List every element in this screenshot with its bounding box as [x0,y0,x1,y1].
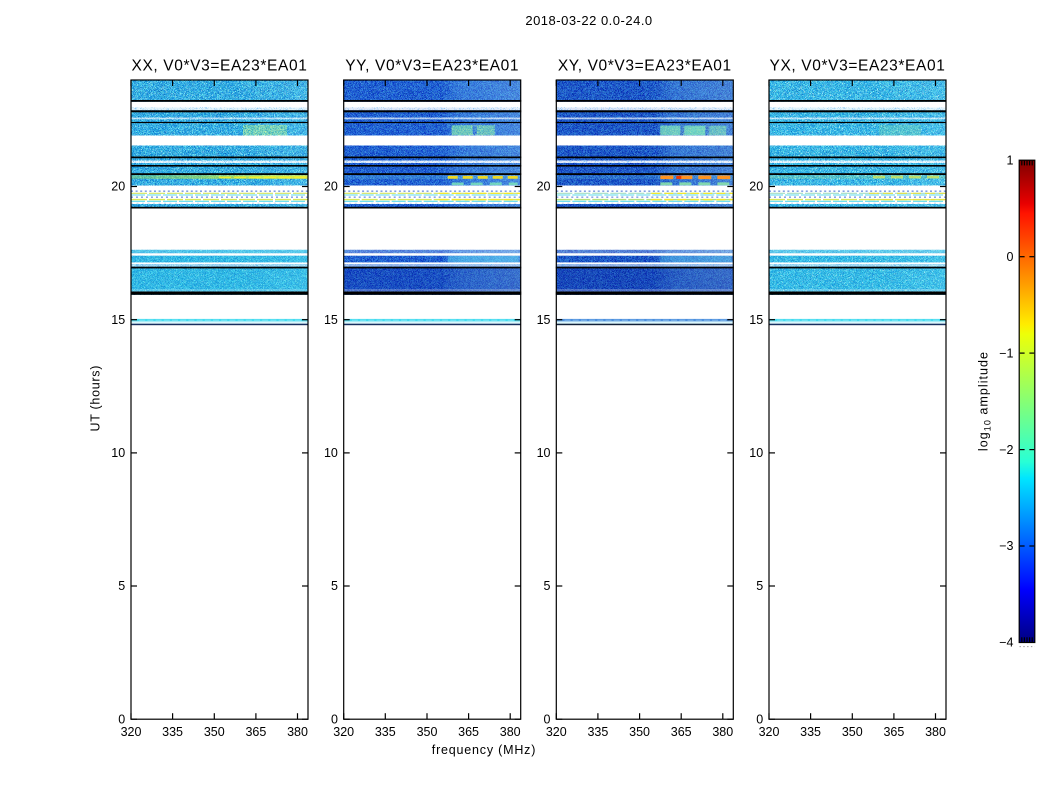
svg-text:YX, V0*V3=EA23*EA01: YX, V0*V3=EA23*EA01 [770,57,946,74]
svg-text:5: 5 [331,579,338,593]
svg-text:20: 20 [749,180,763,194]
svg-text:10: 10 [749,446,763,460]
svg-text:UT (hours): UT (hours) [89,365,103,432]
svg-text:2018-03-22 0.0-24.0: 2018-03-22 0.0-24.0 [525,13,652,28]
svg-text:10: 10 [537,446,551,460]
svg-text:350: 350 [842,725,863,739]
svg-text:frequency (MHz): frequency (MHz) [432,743,536,757]
svg-text:1: 1 [1007,153,1014,167]
svg-text:0: 0 [544,712,551,726]
svg-text:380: 380 [712,725,733,739]
svg-text:15: 15 [537,313,551,327]
svg-text:335: 335 [587,725,608,739]
svg-text:365: 365 [671,725,692,739]
svg-text:10: 10 [111,446,125,460]
svg-text:320: 320 [333,725,354,739]
svg-text:320: 320 [759,725,780,739]
svg-text:5: 5 [756,579,763,593]
svg-text:XY, V0*V3=EA23*EA01: XY, V0*V3=EA23*EA01 [558,57,732,74]
svg-text:0: 0 [331,712,338,726]
svg-text:380: 380 [925,725,946,739]
svg-text:0: 0 [118,712,125,726]
svg-text:350: 350 [417,725,438,739]
svg-text:350: 350 [629,725,650,739]
svg-text:365: 365 [883,725,904,739]
svg-text:320: 320 [546,725,567,739]
svg-text:XX, V0*V3=EA23*EA01: XX, V0*V3=EA23*EA01 [132,57,308,74]
svg-text:20: 20 [324,180,338,194]
svg-text:380: 380 [500,725,521,739]
svg-text:350: 350 [204,725,225,739]
svg-text:15: 15 [324,313,338,327]
svg-text:335: 335 [162,725,183,739]
svg-text:log10 amplitude: log10 amplitude [977,351,993,451]
svg-text:−4: −4 [999,636,1013,650]
svg-text:−3: −3 [999,539,1013,553]
svg-text:5: 5 [544,579,551,593]
svg-text:15: 15 [749,313,763,327]
svg-text:15: 15 [111,313,125,327]
svg-text:335: 335 [375,725,396,739]
svg-text:20: 20 [537,180,551,194]
svg-text:−2: −2 [999,443,1013,457]
svg-text:0: 0 [1007,250,1014,264]
svg-text:0: 0 [756,712,763,726]
svg-text:335: 335 [800,725,821,739]
svg-text:380: 380 [287,725,308,739]
svg-text:320: 320 [121,725,142,739]
svg-text:−1: −1 [999,346,1013,360]
svg-text:10: 10 [324,446,338,460]
svg-text:YY, V0*V3=EA23*EA01: YY, V0*V3=EA23*EA01 [345,57,519,74]
svg-text:365: 365 [245,725,266,739]
svg-text:20: 20 [111,180,125,194]
svg-text:365: 365 [458,725,479,739]
svg-text:5: 5 [118,579,125,593]
